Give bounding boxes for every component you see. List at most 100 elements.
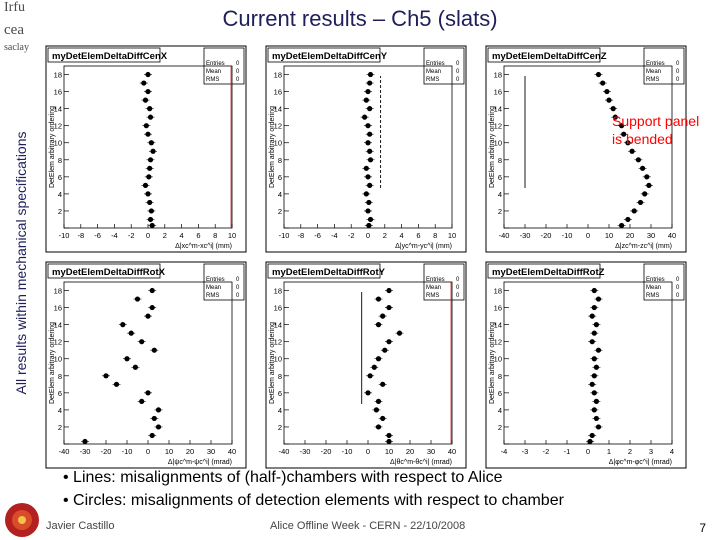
x-tick-label: 2	[628, 447, 632, 456]
stats-mean-value: 0	[236, 285, 240, 291]
y-tick-label: 16	[274, 88, 282, 97]
y-tick-label: 6	[498, 389, 502, 398]
y-axis-label: DetElem arbitrary ordering	[49, 322, 56, 404]
stats-mean-label: Mean	[646, 69, 661, 75]
stats-entries-value: 0	[676, 61, 680, 67]
x-tick-label: 4	[670, 447, 674, 456]
y-tick-label: 2	[278, 423, 282, 432]
y-tick-label: 10	[274, 355, 282, 364]
x-tick-label: 20	[626, 231, 634, 240]
stats-entries-label: Entries	[646, 61, 665, 67]
x-tick-label: 2	[163, 231, 167, 240]
y-tick-label: 8	[278, 156, 282, 165]
page-number: 7	[699, 521, 706, 535]
y-tick-label: 6	[498, 173, 502, 182]
chart-panel-3: myDetElemDeltaDiffCenZ Entries 0 Mean 0 RMS 0 -…	[485, 45, 687, 253]
stats-mean-label: Mean	[426, 69, 441, 75]
y-tick-label: 8	[278, 372, 282, 381]
x-tick-label: 30	[427, 447, 435, 456]
y-tick-label: 16	[54, 304, 62, 313]
x-tick-label: -10	[279, 231, 290, 240]
y-axis-label: DetElem arbitrary ordering	[49, 106, 56, 188]
x-tick-label: 2	[383, 231, 387, 240]
bullet-list: • Lines: misalignments of (half-)chamber…	[63, 466, 713, 512]
y-tick-label: 14	[494, 105, 502, 114]
y-tick-label: 2	[58, 423, 62, 432]
chart-title: myDetElemDeltaDiffRotZ	[492, 267, 605, 278]
stats-rms-label: RMS	[206, 293, 219, 299]
x-axis-label: Δ|yc^m-yc^i| (mm)	[395, 243, 452, 250]
x-tick-label: 20	[186, 447, 194, 456]
saclay-logo-text: saclay	[4, 42, 29, 53]
y-tick-label: 16	[494, 88, 502, 97]
x-tick-label: -8	[77, 231, 84, 240]
x-tick-label: -2	[128, 231, 135, 240]
y-tick-label: 2	[58, 207, 62, 216]
stats-entries-value: 0	[676, 277, 680, 283]
chart-title: myDetElemDeltaDiffRotX	[52, 267, 166, 278]
bullet-circles: • Circles: misalignments of detection el…	[63, 492, 564, 509]
y-tick-label: 18	[274, 287, 282, 296]
y-axis-label: DetElem arbitrary ordering	[269, 106, 276, 188]
y-tick-label: 16	[494, 304, 502, 313]
y-tick-label: 12	[54, 338, 62, 347]
x-tick-label: 30	[647, 231, 655, 240]
y-tick-label: 10	[494, 355, 502, 364]
title-box	[267, 47, 381, 63]
y-tick-label: 8	[58, 372, 62, 381]
y-axis-label: DetElem arbitrary ordering	[489, 322, 496, 404]
irfu-logo-text: Irfu	[4, 0, 25, 15]
x-tick-label: -2	[543, 447, 550, 456]
bullet-lines: • Lines: misalignments of (half-)chamber…	[63, 469, 503, 486]
stats-entries-label: Entries	[206, 277, 225, 283]
y-tick-label: 4	[498, 406, 502, 415]
x-tick-label: 40	[668, 231, 676, 240]
y-tick-label: 2	[278, 207, 282, 216]
stats-mean-value: 0	[676, 69, 680, 75]
stats-entries-value: 0	[236, 277, 240, 283]
chart-title: myDetElemDeltaDiffCenX	[52, 51, 168, 62]
x-tick-label: -4	[501, 447, 508, 456]
stats-mean-label: Mean	[206, 69, 221, 75]
y-tick-label: 18	[54, 287, 62, 296]
y-tick-label: 14	[274, 105, 282, 114]
x-tick-label: -4	[331, 231, 338, 240]
chart-title: myDetElemDeltaDiffCenY	[272, 51, 388, 62]
x-tick-label: 10	[228, 231, 236, 240]
y-tick-label: 8	[58, 156, 62, 165]
y-tick-label: 18	[494, 287, 502, 296]
stats-mean-value: 0	[456, 69, 460, 75]
x-tick-label: -3	[522, 447, 529, 456]
x-tick-label: -40	[499, 231, 510, 240]
x-tick-label: 8	[213, 231, 217, 240]
y-tick-label: 10	[494, 139, 502, 148]
x-tick-label: 0	[586, 231, 590, 240]
stats-rms-label: RMS	[646, 293, 659, 299]
x-tick-label: 30	[207, 447, 215, 456]
y-tick-label: 8	[498, 156, 502, 165]
chart-panel-4: myDetElemDeltaDiffRotX Entries 0 Mean 0 RMS 0 -…	[45, 261, 247, 469]
footer-event: Alice Offline Week - CERN - 22/10/2008	[270, 520, 466, 532]
x-tick-label: 40	[228, 447, 236, 456]
chart-title: myDetElemDeltaDiffCenZ	[492, 51, 607, 62]
stats-rms-value: 0	[456, 77, 460, 83]
x-tick-label: -10	[562, 231, 573, 240]
x-tick-label: 4	[400, 231, 404, 240]
stats-rms-value: 0	[236, 293, 240, 299]
title-box	[487, 263, 601, 279]
x-tick-label: -40	[59, 447, 70, 456]
y-tick-label: 12	[494, 122, 502, 131]
x-tick-label: 40	[448, 447, 456, 456]
x-tick-label: -30	[80, 447, 91, 456]
x-tick-label: 6	[416, 231, 420, 240]
y-tick-label: 6	[58, 173, 62, 182]
y-tick-label: 18	[274, 71, 282, 80]
stats-entries-value: 0	[456, 277, 460, 283]
y-tick-label: 16	[54, 88, 62, 97]
chart-panel-6: myDetElemDeltaDiffRotZ Entries 0 Mean 0 RMS 0 -…	[485, 261, 687, 469]
x-tick-label: -8	[297, 231, 304, 240]
stats-rms-value: 0	[676, 293, 680, 299]
stats-mean-label: Mean	[646, 285, 661, 291]
title-box	[267, 263, 381, 279]
